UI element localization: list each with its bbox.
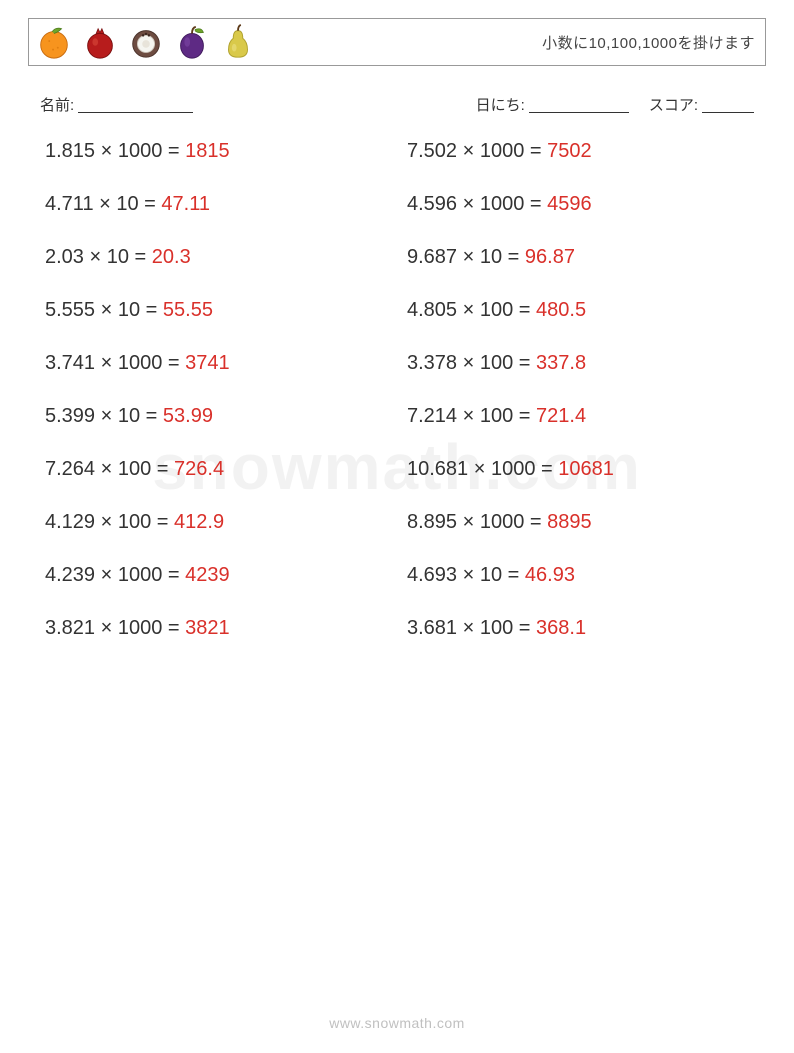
answer-text: 8895 (547, 511, 592, 533)
answer-text: 337.8 (536, 352, 586, 374)
score-label: スコア: (649, 94, 698, 115)
problem-text: 5.555 × 10 = (45, 299, 163, 321)
answer-text: 53.99 (163, 405, 213, 427)
plum-icon (173, 23, 211, 61)
answer-text: 3821 (185, 617, 230, 639)
problem-text: 4.805 × 100 = (407, 299, 536, 321)
problem-cell: 1.815 × 1000 = 1815 (45, 140, 387, 163)
problem-text: 3.741 × 1000 = (45, 352, 185, 374)
answer-text: 726.4 (174, 458, 224, 480)
pear-icon (219, 23, 257, 61)
problem-cell: 7.264 × 100 = 726.4 (45, 458, 387, 481)
problem-text: 4.239 × 1000 = (45, 564, 185, 586)
answer-text: 368.1 (536, 617, 586, 639)
answer-text: 46.93 (525, 564, 575, 586)
problem-cell: 7.502 × 1000 = 7502 (407, 140, 749, 163)
problem-text: 9.687 × 10 = (407, 246, 525, 268)
score-blank[interactable] (702, 98, 754, 113)
answer-text: 7502 (547, 140, 592, 162)
name-blank[interactable] (78, 98, 193, 113)
answer-text: 96.87 (525, 246, 575, 268)
date-score-group: 日にち: スコア: (476, 94, 754, 115)
pomegranate-icon (81, 23, 119, 61)
problem-text: 7.214 × 100 = (407, 405, 536, 427)
answer-text: 47.11 (161, 193, 210, 215)
problem-cell: 4.239 × 1000 = 4239 (45, 564, 387, 587)
problem-text: 3.681 × 100 = (407, 617, 536, 639)
problem-cell: 3.821 × 1000 = 3821 (45, 617, 387, 640)
problems-grid: 1.815 × 1000 = 1815 7.502 × 1000 = 7502 … (45, 140, 749, 640)
meta-row: 名前: 日にち: スコア: (40, 94, 754, 115)
coconut-icon (127, 23, 165, 61)
problem-cell: 4.129 × 100 = 412.9 (45, 511, 387, 534)
fruit-icon-row (35, 23, 257, 61)
problem-cell: 8.895 × 1000 = 8895 (407, 511, 749, 534)
problem-cell: 4.596 × 1000 = 4596 (407, 193, 749, 216)
problem-text: 2.03 × 10 = (45, 246, 152, 268)
problem-text: 3.378 × 100 = (407, 352, 536, 374)
worksheet-page: 小数に10,100,1000を掛けます 名前: 日にち: スコア: snowma… (0, 0, 794, 1053)
problem-cell: 4.711 × 10 = 47.11 (45, 193, 387, 216)
problem-text: 4.711 × 10 = (45, 193, 161, 215)
problem-cell: 10.681 × 1000 = 10681 (407, 458, 749, 481)
answer-text: 4596 (547, 193, 592, 215)
header-box: 小数に10,100,1000を掛けます (28, 18, 766, 66)
problem-text: 5.399 × 10 = (45, 405, 163, 427)
problem-cell: 3.741 × 1000 = 3741 (45, 352, 387, 375)
footer-url: www.snowmath.com (0, 1015, 794, 1031)
date-blank[interactable] (529, 98, 629, 113)
answer-text: 480.5 (536, 299, 586, 321)
answer-text: 3741 (185, 352, 230, 374)
answer-text: 412.9 (174, 511, 224, 533)
answer-text: 10681 (558, 458, 614, 480)
problem-text: 8.895 × 1000 = (407, 511, 547, 533)
problem-text: 7.264 × 100 = (45, 458, 174, 480)
answer-text: 20.3 (152, 246, 191, 268)
problem-text: 1.815 × 1000 = (45, 140, 185, 162)
problem-cell: 4.805 × 100 = 480.5 (407, 299, 749, 322)
name-field-group: 名前: (40, 94, 193, 115)
problem-cell: 5.555 × 10 = 55.55 (45, 299, 387, 322)
date-label: 日にち: (476, 94, 525, 115)
problem-cell: 9.687 × 10 = 96.87 (407, 246, 749, 269)
problem-cell: 4.693 × 10 = 46.93 (407, 564, 749, 587)
problem-cell: 5.399 × 10 = 53.99 (45, 405, 387, 428)
problem-text: 7.502 × 1000 = (407, 140, 547, 162)
problem-cell: 3.681 × 100 = 368.1 (407, 617, 749, 640)
answer-text: 55.55 (163, 299, 213, 321)
name-label: 名前: (40, 94, 74, 115)
orange-icon (35, 23, 73, 61)
problem-text: 4.129 × 100 = (45, 511, 174, 533)
problem-text: 4.693 × 10 = (407, 564, 525, 586)
problem-cell: 2.03 × 10 = 20.3 (45, 246, 387, 269)
problem-cell: 7.214 × 100 = 721.4 (407, 405, 749, 428)
answer-text: 721.4 (536, 405, 586, 427)
answer-text: 4239 (185, 564, 230, 586)
answer-text: 1815 (185, 140, 230, 162)
worksheet-title: 小数に10,100,1000を掛けます (542, 32, 755, 53)
problem-text: 3.821 × 1000 = (45, 617, 185, 639)
problem-cell: 3.378 × 100 = 337.8 (407, 352, 749, 375)
problem-text: 10.681 × 1000 = (407, 458, 558, 480)
problem-text: 4.596 × 1000 = (407, 193, 547, 215)
